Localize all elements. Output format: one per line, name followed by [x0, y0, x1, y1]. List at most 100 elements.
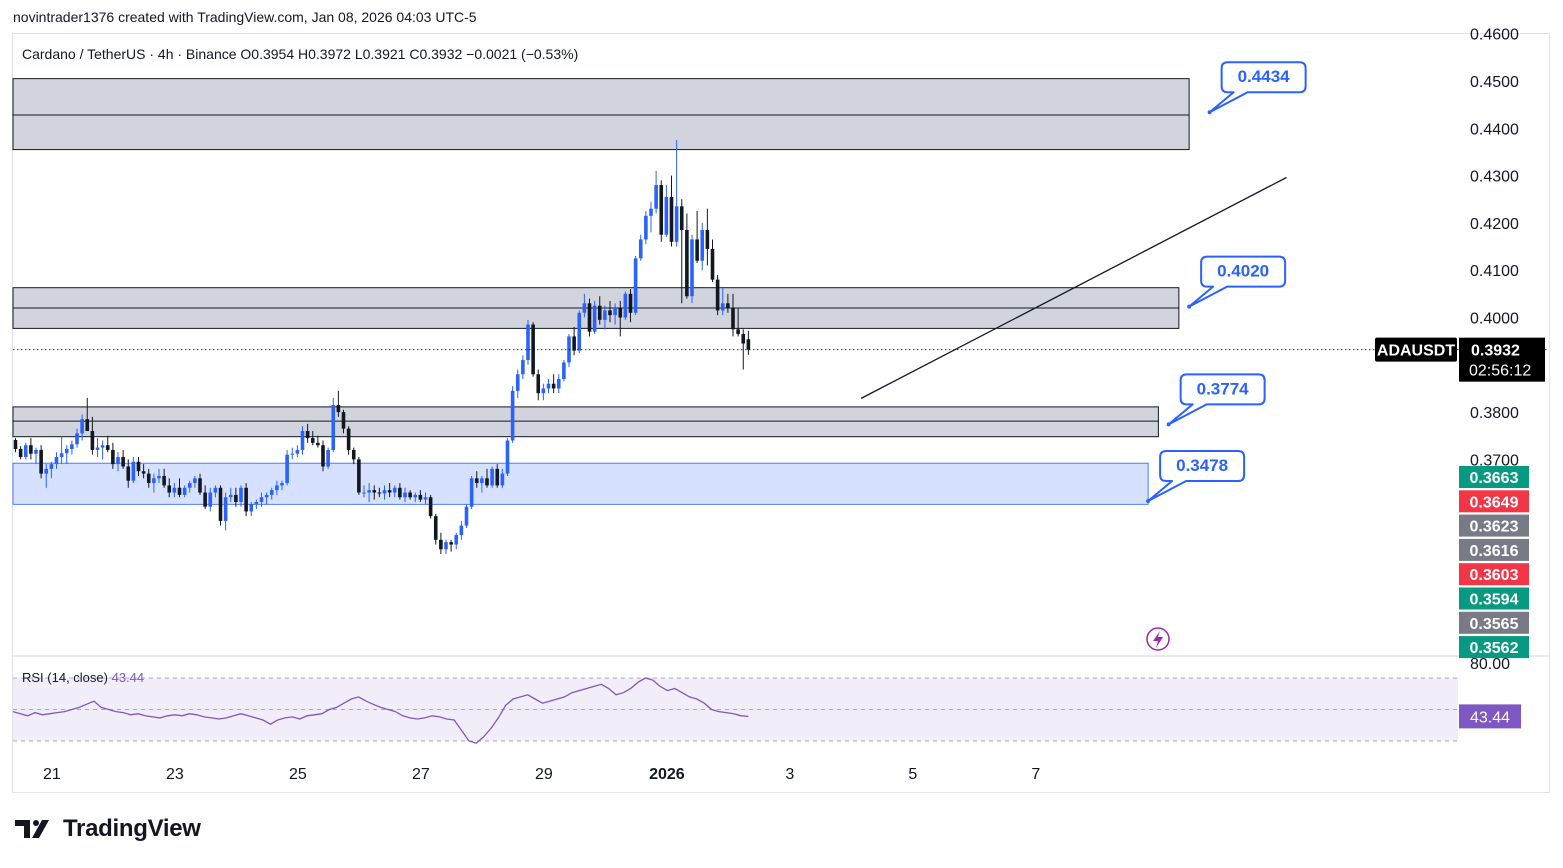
- candle[interactable]: [736, 308, 740, 337]
- candle[interactable]: [449, 539, 453, 552]
- candle[interactable]: [280, 480, 284, 491]
- candle[interactable]: [162, 468, 166, 488]
- candle[interactable]: [387, 483, 392, 498]
- candle[interactable]: [638, 234, 643, 261]
- candle[interactable]: [105, 435, 110, 453]
- candle[interactable]: [654, 170, 658, 214]
- candle[interactable]: [408, 490, 412, 500]
- candle[interactable]: [649, 201, 653, 233]
- candle[interactable]: [403, 487, 407, 502]
- candle[interactable]: [141, 464, 146, 479]
- candle[interactable]: [495, 464, 500, 488]
- lightning-icon[interactable]: [1146, 627, 1170, 651]
- candle[interactable]: [741, 329, 746, 370]
- candle[interactable]: [182, 485, 187, 498]
- candle[interactable]: [95, 438, 100, 458]
- candle[interactable]: [290, 447, 295, 460]
- candle[interactable]: [44, 464, 49, 488]
- candle[interactable]: [480, 475, 484, 493]
- candle[interactable]: [413, 492, 418, 502]
- candle[interactable]: [454, 532, 459, 550]
- candle[interactable]: [418, 490, 423, 502]
- candle[interactable]: [13, 438, 18, 453]
- candle[interactable]: [685, 213, 689, 299]
- candle[interactable]: [275, 480, 279, 495]
- candle[interactable]: [285, 449, 289, 486]
- candle[interactable]: [515, 369, 520, 398]
- candle[interactable]: [331, 397, 336, 453]
- candle[interactable]: [669, 175, 674, 247]
- callout-0.3478[interactable]: 0.3478: [1146, 450, 1246, 504]
- candle[interactable]: [316, 435, 320, 448]
- candle[interactable]: [587, 298, 592, 337]
- candle[interactable]: [259, 492, 264, 507]
- candle[interactable]: [720, 286, 725, 316]
- candle[interactable]: [608, 300, 612, 323]
- candle[interactable]: [80, 414, 84, 441]
- candle[interactable]: [551, 374, 556, 394]
- candle[interactable]: [700, 222, 705, 271]
- candle[interactable]: [474, 471, 479, 488]
- candle[interactable]: [705, 208, 710, 266]
- candle[interactable]: [59, 436, 64, 465]
- candle[interactable]: [70, 440, 74, 455]
- candle[interactable]: [131, 457, 136, 484]
- candle[interactable]: [121, 449, 125, 469]
- candle[interactable]: [269, 487, 274, 500]
- candle[interactable]: [136, 457, 141, 476]
- candle[interactable]: [157, 468, 161, 484]
- candle[interactable]: [623, 291, 628, 320]
- candle[interactable]: [203, 485, 207, 510]
- candle[interactable]: [679, 199, 684, 304]
- candle[interactable]: [357, 457, 361, 495]
- candle[interactable]: [444, 539, 448, 554]
- candle[interactable]: [100, 440, 105, 460]
- candle[interactable]: [628, 289, 633, 323]
- candle[interactable]: [746, 330, 751, 355]
- candle[interactable]: [300, 426, 305, 455]
- candle[interactable]: [223, 492, 228, 531]
- tradingview-footer[interactable]: TradingView: [15, 815, 201, 843]
- callout-0.3774[interactable]: 0.3774: [1166, 373, 1266, 427]
- candle[interactable]: [618, 300, 623, 337]
- candle[interactable]: [556, 374, 561, 394]
- candle[interactable]: [633, 256, 638, 316]
- candle[interactable]: [500, 468, 505, 488]
- candle[interactable]: [423, 492, 428, 505]
- candle[interactable]: [521, 355, 525, 379]
- candle[interactable]: [177, 478, 182, 498]
- candle[interactable]: [664, 185, 669, 238]
- candle[interactable]: [18, 446, 23, 460]
- candle[interactable]: [167, 478, 172, 498]
- candle[interactable]: [116, 452, 120, 472]
- candle[interactable]: [310, 431, 315, 446]
- candle[interactable]: [392, 485, 397, 498]
- candle[interactable]: [731, 293, 735, 337]
- candle[interactable]: [510, 386, 515, 443]
- candle[interactable]: [228, 487, 233, 502]
- candle[interactable]: [644, 211, 648, 245]
- candle[interactable]: [603, 305, 607, 330]
- candle[interactable]: [54, 452, 59, 469]
- candle[interactable]: [295, 445, 300, 458]
- candle[interactable]: [198, 473, 202, 495]
- candle[interactable]: [305, 423, 310, 443]
- candle[interactable]: [29, 438, 33, 460]
- candle[interactable]: [39, 445, 43, 479]
- candle[interactable]: [341, 409, 346, 434]
- trendline[interactable]: [860, 176, 1287, 399]
- candle[interactable]: [85, 397, 90, 432]
- candle[interactable]: [433, 513, 438, 545]
- candle[interactable]: [536, 369, 541, 401]
- candle[interactable]: [336, 390, 341, 417]
- candle[interactable]: [34, 447, 38, 465]
- candle[interactable]: [239, 485, 243, 507]
- candle[interactable]: [439, 532, 443, 554]
- candle[interactable]: [372, 485, 377, 500]
- candle[interactable]: [377, 487, 382, 498]
- candle[interactable]: [218, 485, 223, 526]
- candle[interactable]: [321, 440, 325, 472]
- candle[interactable]: [710, 239, 715, 283]
- candle[interactable]: [613, 303, 617, 325]
- candle[interactable]: [208, 487, 213, 512]
